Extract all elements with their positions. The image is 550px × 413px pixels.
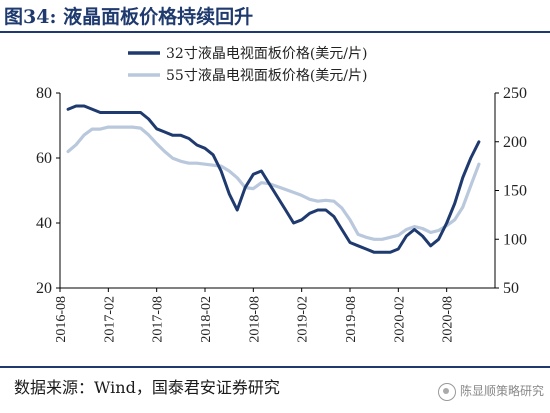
title-divider xyxy=(0,31,550,33)
left-axis-tick-label: 20 xyxy=(36,280,52,297)
x-axis-tick-label: 2016-08 xyxy=(54,296,69,343)
chart-series xyxy=(66,104,481,254)
x-axis-tick-label: 2020-08 xyxy=(441,296,456,343)
right-axis-tick-label: 50 xyxy=(503,280,519,297)
x-axis-tick-label: 2017-02 xyxy=(102,296,117,343)
line-chart: 20 40 60 80 50 100 150 200 250 2016-08 2017-02 2017… xyxy=(36,46,527,343)
x-axis-tick-label: 2019-08 xyxy=(344,296,359,343)
series-32-inch-line xyxy=(66,104,481,254)
left-axis-tick-label: 60 xyxy=(36,150,52,167)
left-axis-tick-label: 40 xyxy=(36,215,52,232)
right-axis-tick-label: 150 xyxy=(503,183,527,200)
chart-legend: 32寸液晶电视面板价格(美元/片) 55寸液晶电视面板价格(美元/片) xyxy=(128,46,367,84)
wechat-logo-icon xyxy=(437,382,456,401)
watermark: 陈显顺策略研究 xyxy=(437,382,544,401)
legend-label-55-inch: 55寸液晶电视面板价格(美元/片) xyxy=(166,68,367,84)
right-axis-tick-label: 100 xyxy=(503,231,527,248)
watermark-text: 陈显顺策略研究 xyxy=(459,384,544,398)
x-axis-tick-label: 2018-08 xyxy=(247,296,262,343)
right-axis-tick-label: 200 xyxy=(503,134,527,151)
x-axis-tick-label: 2017-08 xyxy=(151,296,166,343)
chart-axes: 20 40 60 80 50 100 150 200 250 2016-08 2017-02 2017… xyxy=(36,85,527,343)
source-note: 数据来源：Wind，国泰君安证券研究 xyxy=(14,378,280,397)
right-axis-tick-label: 250 xyxy=(503,85,527,102)
title-bar: 图34: 液晶面板价格持续回升 xyxy=(0,0,550,33)
left-axis-tick-label: 80 xyxy=(36,85,52,102)
series-55-inch-line xyxy=(66,125,481,241)
footer-divider xyxy=(0,366,550,368)
figure-title: 图34: 液晶面板价格持续回升 xyxy=(4,6,254,28)
x-axis-tick-label: 2020-02 xyxy=(392,296,407,343)
x-axis-tick-label: 2019-02 xyxy=(296,296,311,343)
legend-label-32-inch: 32寸液晶电视面板价格(美元/片) xyxy=(166,46,367,62)
x-axis-tick-label: 2018-02 xyxy=(199,296,214,343)
